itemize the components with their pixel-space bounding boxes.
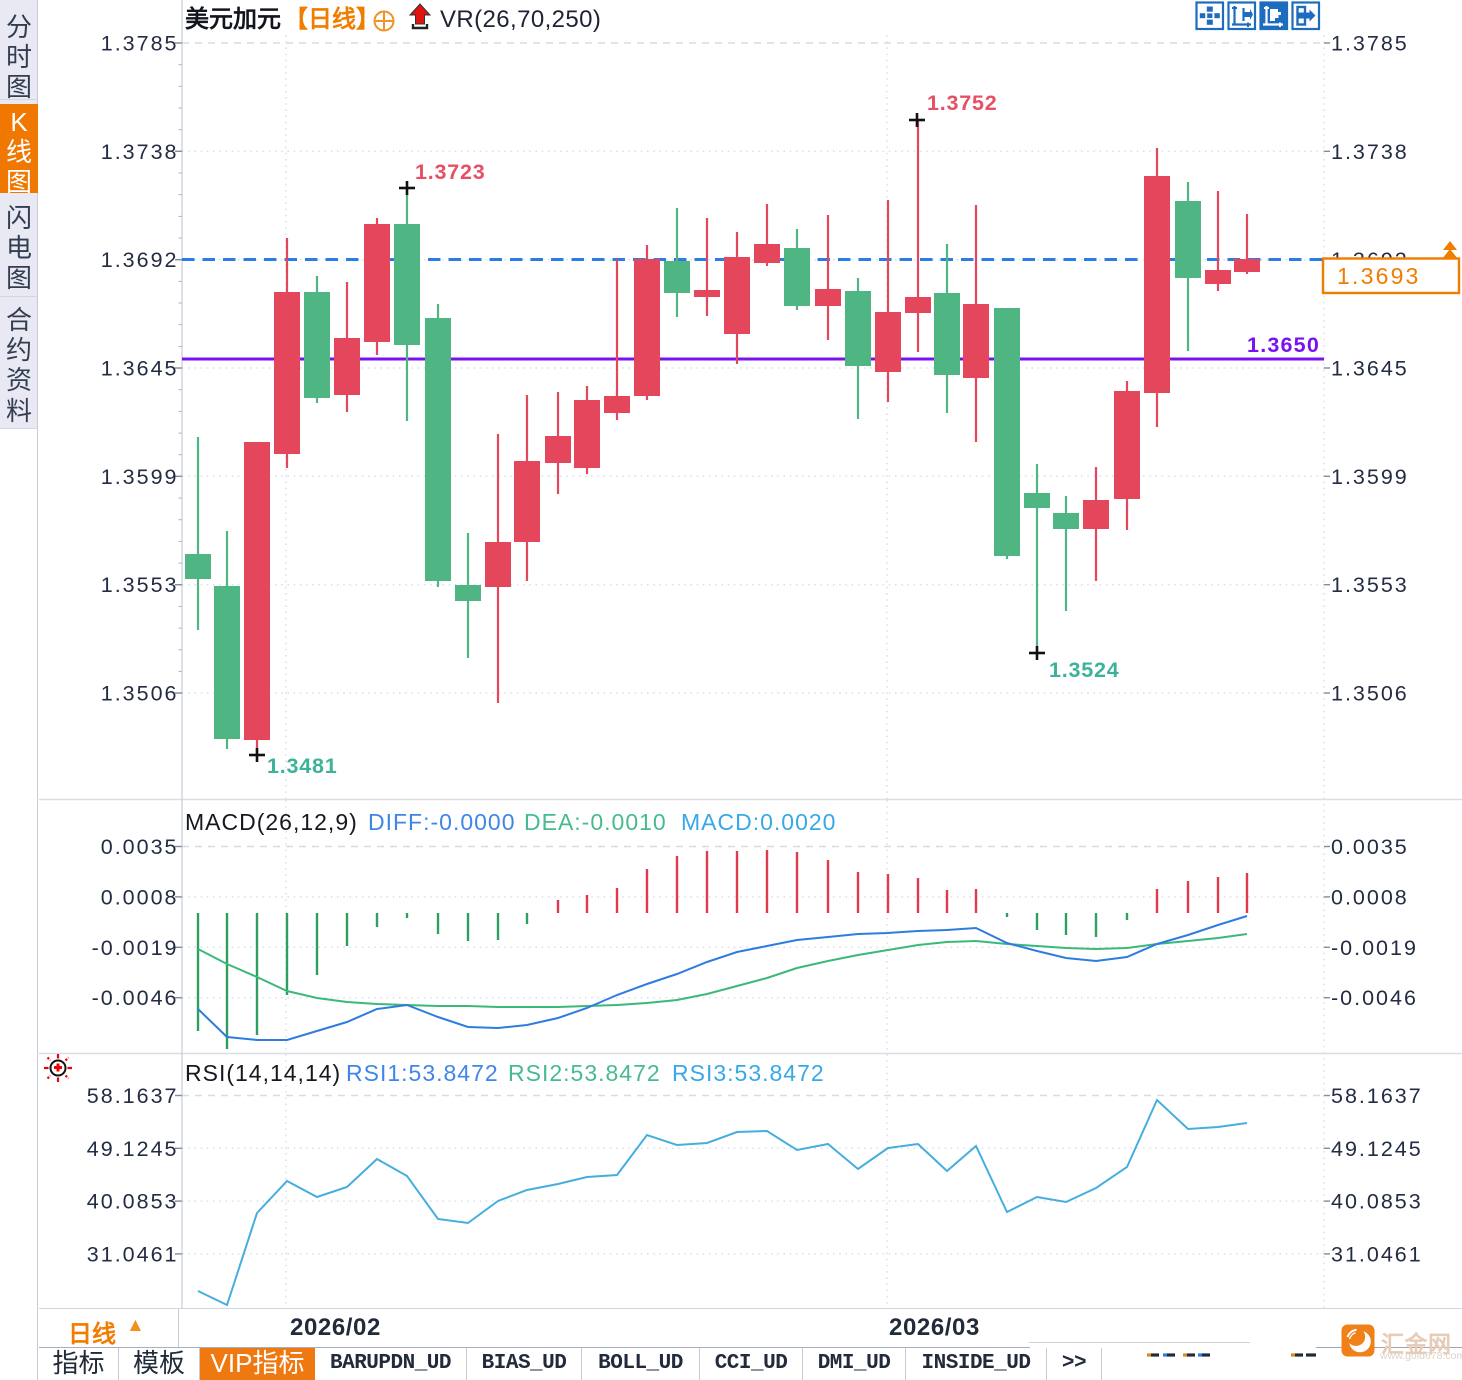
svg-text:-0.0046: -0.0046 (92, 986, 179, 1010)
svg-text:RSI2:53.8472: RSI2:53.8472 (508, 1060, 661, 1086)
svg-text:1.3752: 1.3752 (927, 91, 998, 115)
svg-text:1.3738: 1.3738 (1331, 140, 1409, 164)
svg-text:【日线】: 【日线】 (284, 6, 380, 33)
svg-text:1.3650: 1.3650 (1247, 333, 1320, 357)
svg-text:31.0461: 31.0461 (1331, 1242, 1423, 1266)
svg-text:1.3553: 1.3553 (101, 573, 179, 597)
svg-text:1.3506: 1.3506 (1331, 682, 1409, 706)
svg-text:1.3599: 1.3599 (101, 465, 179, 489)
svg-text:1.3723: 1.3723 (415, 160, 486, 184)
svg-text:MACD(26,12,9): MACD(26,12,9) (185, 809, 358, 835)
svg-text:40.0853: 40.0853 (87, 1190, 179, 1214)
svg-text:58.1637: 58.1637 (1331, 1084, 1423, 1108)
svg-text:1.3738: 1.3738 (101, 140, 179, 164)
svg-text:1.3599: 1.3599 (1331, 465, 1409, 489)
svg-text:1.3693: 1.3693 (1337, 263, 1421, 289)
svg-text:RSI1:53.8472: RSI1:53.8472 (346, 1060, 499, 1086)
svg-text:1.3553: 1.3553 (1331, 573, 1409, 597)
svg-text:49.1245: 49.1245 (87, 1137, 179, 1161)
svg-text:1.3481: 1.3481 (267, 754, 338, 778)
svg-text:1.3645: 1.3645 (1331, 357, 1409, 381)
svg-text:1.3506: 1.3506 (101, 682, 179, 706)
svg-text:-0.0019: -0.0019 (92, 936, 179, 960)
svg-text:49.1245: 49.1245 (1331, 1137, 1423, 1161)
svg-text:RSI(14,14,14): RSI(14,14,14) (185, 1060, 341, 1086)
svg-text:RSI3:53.8472: RSI3:53.8472 (672, 1060, 825, 1086)
svg-text:0.0008: 0.0008 (101, 885, 179, 909)
svg-text:-0.0046: -0.0046 (1331, 986, 1418, 1010)
svg-text:MACD:0.0020: MACD:0.0020 (681, 809, 836, 835)
svg-text:-0.0019: -0.0019 (1331, 936, 1418, 960)
svg-text:1.3692: 1.3692 (101, 248, 179, 272)
svg-text:1.3645: 1.3645 (101, 357, 179, 381)
svg-text:0.0035: 0.0035 (1331, 835, 1409, 859)
svg-text:DEA:-0.0010: DEA:-0.0010 (524, 809, 667, 835)
svg-text:58.1637: 58.1637 (87, 1084, 179, 1108)
svg-text:DIFF:-0.0000: DIFF:-0.0000 (368, 809, 516, 835)
svg-text:美元加元: 美元加元 (185, 5, 281, 33)
svg-text:1.3785: 1.3785 (101, 32, 179, 56)
svg-text:1.3785: 1.3785 (1331, 32, 1409, 56)
svg-text:0.0008: 0.0008 (1331, 885, 1409, 909)
svg-text:0.0035: 0.0035 (101, 835, 179, 859)
svg-text:VR(26,70,250): VR(26,70,250) (440, 6, 601, 33)
svg-text:1.3524: 1.3524 (1049, 658, 1120, 682)
svg-text:40.0853: 40.0853 (1331, 1190, 1423, 1214)
svg-text:31.0461: 31.0461 (87, 1242, 179, 1266)
